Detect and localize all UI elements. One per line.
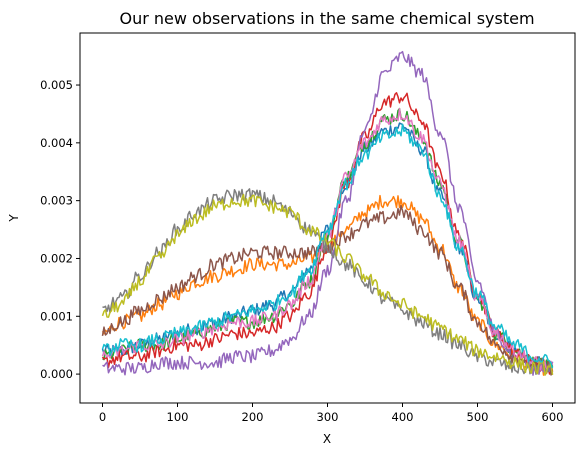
y-tick-label: 0.001 xyxy=(40,309,73,323)
x-tick-label: 0 xyxy=(99,410,106,424)
x-axis-label: X xyxy=(323,432,331,446)
series-line-8 xyxy=(102,188,554,376)
x-tick-label: 200 xyxy=(242,410,264,424)
y-axis-label: Y xyxy=(7,214,21,223)
x-axis: 0 100 200 300 400 500 600 xyxy=(99,403,564,424)
y-tick-label: 0.005 xyxy=(40,78,73,92)
x-tick-label: 300 xyxy=(317,410,339,424)
series-line-6 xyxy=(101,205,553,376)
x-tick-label: 400 xyxy=(392,410,414,424)
x-tick-label: 600 xyxy=(542,410,564,424)
series-line-5 xyxy=(102,50,554,376)
series-layer xyxy=(101,50,554,376)
x-tick-label: 100 xyxy=(167,410,189,424)
y-tick-label: 0.004 xyxy=(40,136,73,150)
series-line-2 xyxy=(101,194,554,376)
y-tick-label: 0.003 xyxy=(40,194,73,208)
series-line-9 xyxy=(101,193,554,376)
y-tick-label: 0.002 xyxy=(40,251,73,265)
x-tick-label: 500 xyxy=(467,410,489,424)
chart-title: Our new observations in the same chemica… xyxy=(119,9,534,28)
series-line-10 xyxy=(101,123,554,369)
y-axis: 0.000 0.001 0.002 0.003 0.004 0.005 xyxy=(40,78,80,381)
y-tick-label: 0.000 xyxy=(40,367,73,381)
